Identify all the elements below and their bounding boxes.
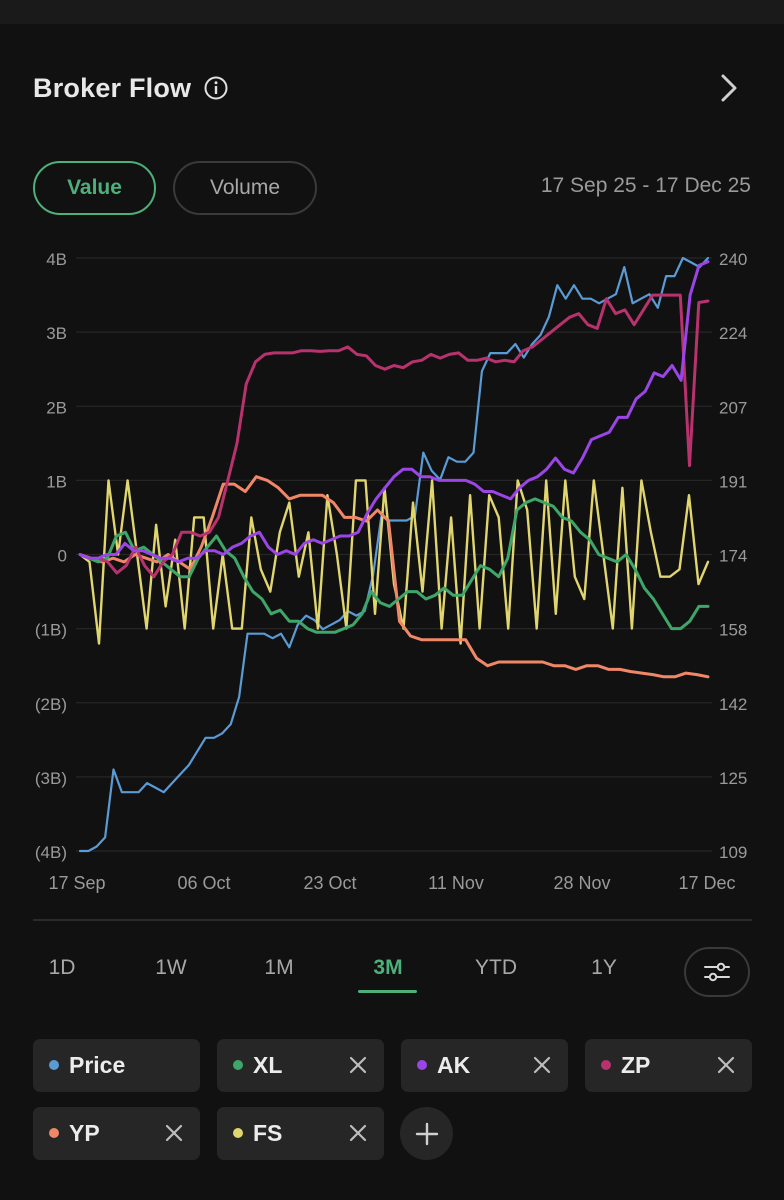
- y-right-tick-label: 109: [719, 843, 747, 862]
- value-toggle-button[interactable]: Value: [33, 161, 156, 215]
- period-1y[interactable]: 1Y: [591, 956, 617, 979]
- x-tick-label: 17 Dec: [678, 873, 735, 893]
- left-axis-ticks: 4B 3B 2B 1B 0 (1B) (2B) (3B) (4B): [35, 250, 67, 862]
- chart-settings-button[interactable]: [684, 947, 750, 997]
- period-3m[interactable]: 3M: [373, 956, 403, 979]
- period-selector: 1D 1W 1M 3M YTD 1Y: [0, 940, 784, 1000]
- y-left-tick-label: (3B): [35, 769, 67, 788]
- legend-label: AK: [437, 1052, 471, 1078]
- chart-grid: [76, 257, 712, 852]
- y-left-tick-label: 0: [58, 547, 67, 566]
- x-axis-ticks: 17 Sep 06 Oct 23 Oct 11 Nov 28 Nov 17 Dec: [48, 873, 735, 893]
- y-right-tick-label: 224: [719, 324, 747, 343]
- series-line-ak: [78, 260, 710, 564]
- page-title: Broker Flow: [33, 72, 192, 103]
- legend-dot: [417, 1060, 427, 1070]
- y-left-tick-label: 2B: [46, 398, 67, 417]
- x-tick-label: 11 Nov: [428, 873, 484, 893]
- series-line-zp: [78, 293, 710, 579]
- close-icon[interactable]: [164, 1123, 184, 1143]
- x-tick-label: 17 Sep: [48, 873, 105, 893]
- period-1w[interactable]: 1W: [155, 956, 187, 979]
- legend-chip-zp[interactable]: ZP: [585, 1039, 752, 1092]
- broker-flow-card: [0, 24, 784, 1200]
- top-strip: [0, 0, 784, 24]
- close-icon[interactable]: [348, 1123, 368, 1143]
- series-line-yp: [78, 475, 710, 679]
- x-tick-label: 23 Oct: [303, 873, 356, 893]
- legend-label: YP: [69, 1120, 100, 1146]
- y-right-tick-label: 240: [719, 250, 747, 269]
- active-period-underline: [358, 990, 417, 993]
- period-1m[interactable]: 1M: [264, 956, 294, 979]
- y-left-tick-label: (4B): [35, 843, 67, 862]
- legend-dot: [49, 1128, 59, 1138]
- y-right-tick-label: 191: [719, 472, 747, 491]
- y-right-tick-label: 125: [719, 769, 747, 788]
- y-right-tick-label: 142: [719, 695, 747, 714]
- x-tick-label: 28 Nov: [553, 873, 610, 893]
- volume-toggle-button[interactable]: Volume: [173, 161, 317, 215]
- legend-label: Price: [69, 1052, 126, 1078]
- legend-label: XL: [253, 1052, 283, 1078]
- period-ytd[interactable]: YTD: [475, 956, 517, 979]
- x-tick-label: 06 Oct: [177, 873, 230, 893]
- legend-dot: [49, 1060, 59, 1070]
- y-left-tick-label: (1B): [35, 621, 67, 640]
- y-left-tick-label: 3B: [46, 324, 67, 343]
- close-icon[interactable]: [348, 1055, 368, 1075]
- y-left-tick-label: (2B): [35, 695, 67, 714]
- plus-icon: [415, 1122, 438, 1145]
- legend-chip-fs[interactable]: FS: [217, 1107, 384, 1160]
- legend-chip-yp[interactable]: YP: [33, 1107, 200, 1160]
- card-header: Broker Flow: [33, 70, 229, 106]
- add-series-button[interactable]: [400, 1107, 453, 1160]
- y-right-tick-label: 207: [719, 398, 747, 417]
- y-left-tick-label: 4B: [46, 250, 67, 269]
- series-line-price: [78, 256, 710, 853]
- broker-flow-chart[interactable]: 4B 3B 2B 1B 0 (1B) (2B) (3B) (4B) 240 224 207 191 17…: [0, 236, 784, 906]
- date-range-label: 17 Sep 25 - 17 Dec 25: [540, 174, 751, 197]
- legend-dot: [233, 1060, 243, 1070]
- legend-dot: [233, 1128, 243, 1138]
- y-left-tick-label: 1B: [46, 472, 67, 491]
- legend-chip-ak[interactable]: AK: [401, 1039, 568, 1092]
- close-icon[interactable]: [716, 1055, 736, 1075]
- sliders-icon: [704, 962, 730, 982]
- divider: [33, 919, 752, 921]
- legend-label: FS: [253, 1120, 283, 1146]
- close-icon[interactable]: [532, 1055, 552, 1075]
- chart-series: [78, 256, 710, 853]
- legend-chip-price[interactable]: Price: [33, 1039, 200, 1092]
- chevron-right-icon[interactable]: [716, 72, 742, 104]
- info-icon[interactable]: [203, 75, 229, 101]
- legend-label: ZP: [621, 1052, 651, 1078]
- series-line-xl: [78, 497, 710, 634]
- legend-chip-xl[interactable]: XL: [217, 1039, 384, 1092]
- right-axis-ticks: 240 224 207 191 174 158 142 125 109: [719, 250, 747, 862]
- period-1d[interactable]: 1D: [48, 956, 76, 979]
- legend-dot: [601, 1060, 611, 1070]
- y-right-tick-label: 174: [719, 547, 747, 566]
- y-right-tick-label: 158: [719, 621, 747, 640]
